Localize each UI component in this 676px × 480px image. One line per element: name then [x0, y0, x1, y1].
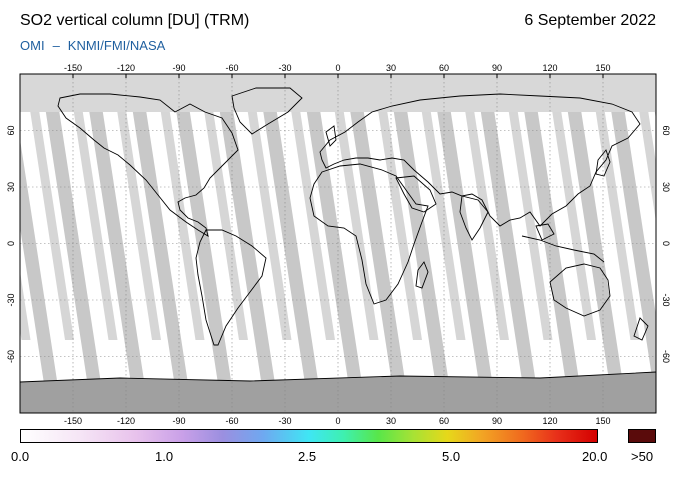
lon-tick-bottom: -150	[64, 416, 82, 426]
coast-africa	[309, 163, 429, 305]
credit-separator: –	[52, 38, 60, 53]
lat-tick-right: 30	[661, 182, 671, 192]
credit-line: OMI – KNMI/FMI/NASA	[20, 38, 165, 53]
colorbar-label-0: 0.0	[11, 449, 30, 464]
lat-tick-right: 0	[661, 241, 671, 246]
lon-tick-bottom: 90	[492, 416, 502, 426]
colorbar-over-label: >50	[631, 449, 654, 464]
lat-tick-left: 30	[6, 182, 16, 192]
lon-tick-bottom: -120	[117, 416, 135, 426]
arctic-gray-zone	[20, 74, 656, 112]
dark-swath-band	[595, 110, 640, 340]
lon-tick-top: 120	[542, 63, 557, 73]
credit-instrument: OMI	[20, 38, 45, 53]
colorbar-label-1: 1.0	[155, 449, 174, 464]
colorbar-over-swatch	[628, 429, 656, 443]
lon-tick-bottom: -30	[278, 416, 291, 426]
dark-swath-band	[291, 110, 335, 340]
lon-tick-bottom: 120	[542, 416, 557, 426]
lon-tick-bottom: 30	[386, 416, 396, 426]
dark-swath-band	[73, 110, 118, 340]
lat-tick-right: 60	[661, 125, 671, 135]
map-body	[0, 74, 656, 413]
lat-tick-left: 0	[6, 241, 16, 246]
lon-tick-top: -90	[172, 63, 185, 73]
colorbar-label-4: 20.0	[582, 449, 608, 464]
orbit-swath	[20, 227, 49, 413]
colorbar-label-3: 5.0	[442, 449, 461, 464]
dark-swath-band	[117, 110, 161, 340]
dark-swath-band	[552, 110, 596, 340]
lon-tick-top: 150	[595, 63, 610, 73]
coast-new-zealand	[633, 317, 649, 341]
dark-swath-band	[378, 110, 422, 340]
axis-labels: -150 -150 -120 -120 -90 -90 -60 -60 -30 -30 0 0 30 30…	[6, 63, 671, 426]
lon-tick-top: 90	[492, 63, 502, 73]
coast-eurasia	[319, 93, 641, 227]
lon-tick-top: 30	[386, 63, 396, 73]
dark-swath-band	[639, 110, 656, 222]
lon-tick-top: -150	[64, 63, 82, 73]
lon-tick-top: -30	[278, 63, 291, 73]
lon-tick-top: 60	[439, 63, 449, 73]
coast-indonesia	[521, 223, 605, 263]
lon-tick-top: 0	[335, 63, 340, 73]
lon-tick-bottom: 60	[439, 416, 449, 426]
dark-swath-band	[421, 110, 466, 340]
lat-tick-right: -30	[661, 293, 671, 306]
coast-uk	[325, 125, 337, 147]
lat-tick-left: -60	[6, 350, 16, 363]
map-date: 6 September 2022	[524, 12, 656, 29]
colorbar	[20, 429, 598, 443]
dark-swath-band	[465, 110, 509, 340]
coast-madagascar	[415, 261, 429, 289]
coast-north-america	[57, 93, 239, 237]
lon-tick-bottom: 0	[335, 416, 340, 426]
dark-swath-band	[247, 110, 292, 340]
coast-japan	[595, 149, 611, 177]
coastlines	[20, 87, 656, 383]
dark-swath-bands	[20, 110, 656, 340]
coast-india	[459, 195, 489, 241]
lon-tick-bottom: -90	[172, 416, 185, 426]
orbit-swath	[0, 74, 5, 413]
lon-tick-top: -120	[117, 63, 135, 73]
lat-tick-left: -30	[6, 293, 16, 306]
credit-institutions: KNMI/FMI/NASA	[67, 38, 166, 53]
dark-swath-band	[20, 271, 31, 340]
dark-swath-band	[508, 110, 553, 340]
lon-tick-bottom: -60	[225, 416, 238, 426]
colorbar-label-2: 2.5	[298, 449, 317, 464]
coast-greenland	[231, 87, 303, 135]
lat-tick-left: 60	[6, 125, 16, 135]
coast-south-america	[195, 229, 267, 346]
lon-tick-top: -60	[225, 63, 238, 73]
lon-tick-bottom: 150	[595, 416, 610, 426]
coast-arabia	[395, 175, 437, 213]
map-title: SO2 vertical column [DU] (TRM)	[20, 12, 250, 29]
lat-tick-right: -60	[661, 350, 671, 363]
dark-swath-band	[160, 110, 205, 340]
coast-antarctica	[20, 371, 656, 383]
dark-swath-band	[204, 110, 248, 340]
dark-swath-band	[30, 110, 74, 340]
dark-swath-band	[334, 110, 379, 340]
coast-australia	[549, 263, 611, 317]
